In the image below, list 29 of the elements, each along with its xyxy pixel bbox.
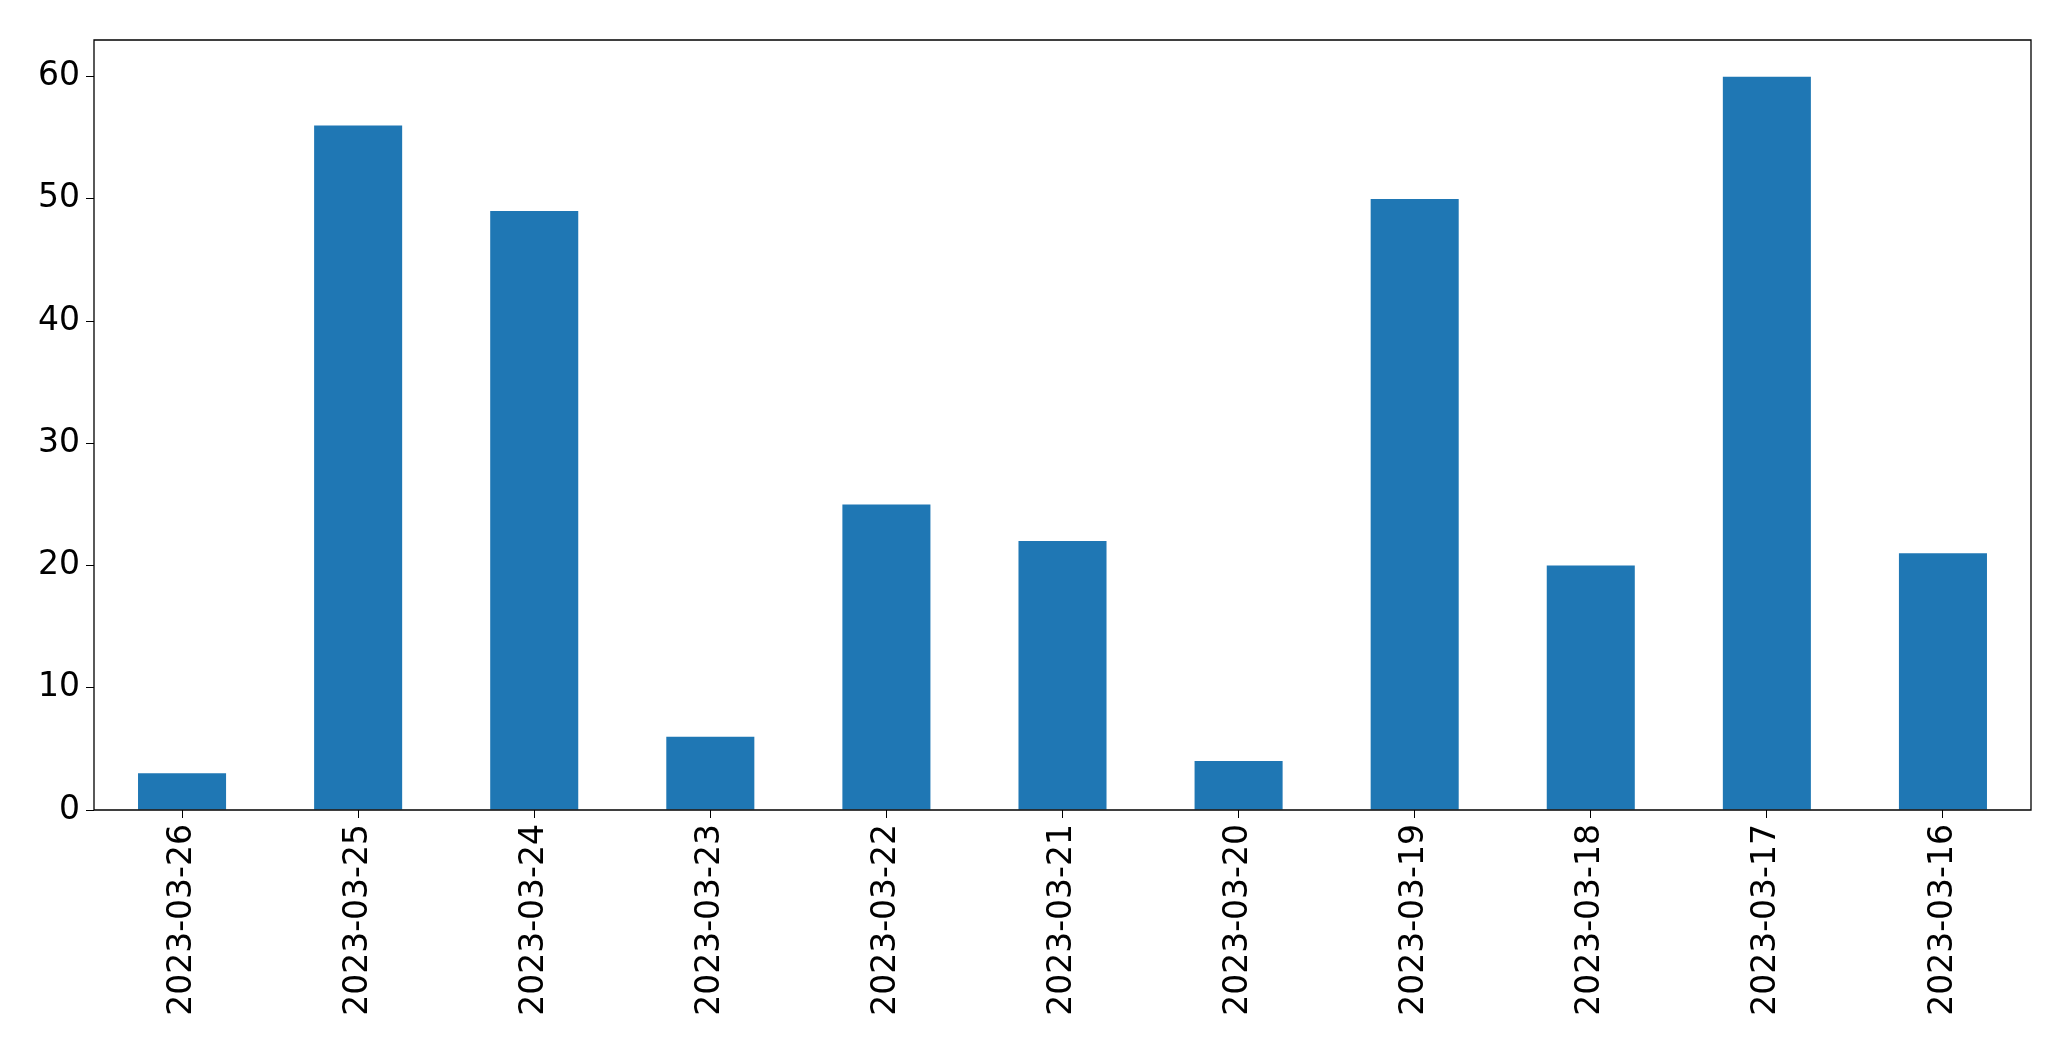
y-tick-label: 50 [38,176,80,216]
x-tick-label: 2023-03-23 [687,824,727,1016]
bar [314,125,403,810]
y-tick-label: 0 [59,787,80,827]
y-tick-label: 20 [38,543,80,583]
x-tick-label: 2023-03-26 [159,824,199,1016]
y-tick-label: 60 [38,54,80,94]
bar [666,736,755,810]
x-tick-label: 2023-03-20 [1216,824,1256,1016]
bar [1194,761,1283,810]
x-tick-label: 2023-03-16 [1920,824,1960,1016]
x-tick-label: 2023-03-24 [511,824,551,1016]
x-tick-label: 2023-03-17 [1744,824,1784,1016]
bar [1722,76,1811,810]
bar [1370,198,1459,810]
bar [1546,565,1635,810]
bar [490,211,579,810]
bar [1018,541,1107,810]
y-tick-label: 40 [38,298,80,338]
x-tick-label: 2023-03-25 [335,824,375,1016]
y-tick-label: 10 [38,665,80,705]
bar [842,504,931,810]
bar [1898,553,1987,810]
y-tick-label: 30 [38,420,80,460]
x-tick-label: 2023-03-19 [1392,824,1432,1016]
bar [138,773,227,810]
x-tick-label: 2023-03-18 [1568,824,1608,1016]
x-tick-label: 2023-03-22 [863,824,903,1016]
x-tick-label: 2023-03-21 [1040,824,1080,1016]
